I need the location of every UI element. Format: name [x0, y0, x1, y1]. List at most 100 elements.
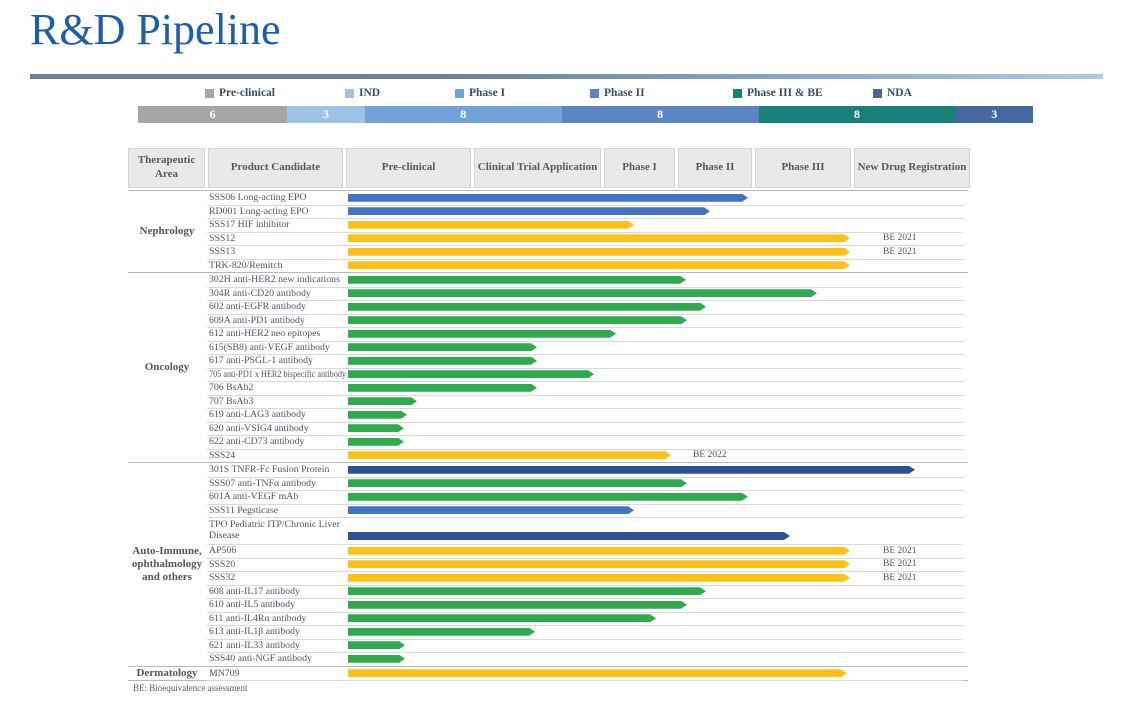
product-candidate-text: 622 anti-CD73 antibody	[209, 436, 304, 447]
product-candidate-text: 615(SB8) anti-VEGF antibody	[209, 342, 330, 353]
table-row: SSS07 anti-TNFα antibody	[128, 477, 968, 491]
pipeline-progress-bar	[348, 370, 594, 378]
legend-label: NDA	[887, 87, 912, 99]
pipeline-progress-bar	[348, 560, 850, 568]
product-candidate-text: SSS32	[209, 572, 235, 583]
product-candidate-label: SSS12	[209, 232, 348, 246]
product-candidate-text: SSS24	[209, 450, 235, 461]
pipeline-progress-bar	[348, 614, 656, 622]
pipeline-progress-bar	[348, 411, 407, 419]
pipeline-progress-bar	[348, 574, 850, 582]
table-row: 621 anti-IL33 antibody	[128, 639, 968, 653]
pipeline-progress-bar	[348, 493, 748, 501]
table-row: TRK-820/Remitch	[128, 259, 968, 273]
product-candidate-label: SSS17 HIF inhibitor	[209, 218, 348, 232]
pipeline-progress-bar	[348, 303, 706, 311]
table-row: SSS06 Long-acting EPO	[128, 191, 968, 205]
be-note: BE 2021	[883, 544, 917, 558]
legend-item-phase-i: Phase I	[455, 86, 505, 100]
table-row: TPO Pediatric ITP/Chronic Liver Disease	[128, 517, 968, 544]
pipeline-progress-bar	[348, 207, 710, 215]
stage-count-bar: 638883	[138, 106, 1033, 123]
product-candidate-text: TRK-820/Remitch	[209, 260, 282, 271]
stage-segment: 8	[759, 106, 956, 123]
legend-swatch-icon	[205, 89, 214, 98]
product-candidate-label: 610 anti-IL5 antibody	[209, 598, 348, 612]
product-candidate-label: 707 BsAb3	[209, 395, 348, 409]
product-candidate-text: 602 anti-EGFR antibody	[209, 301, 306, 312]
product-candidate-label: 302H anti-HER2 new indications	[209, 273, 348, 287]
product-candidate-label: AP506	[209, 544, 348, 558]
pipeline-progress-bar	[348, 641, 405, 649]
product-candidate-text: 621 anti-IL33 antibody	[209, 640, 300, 651]
pipeline-progress-bar	[348, 466, 915, 474]
product-candidate-label: 611 anti-IL4Rα antibody	[209, 612, 348, 626]
pipeline-progress-bar	[348, 601, 687, 609]
table-row: 620 anti-VSIG4 antibody	[128, 422, 968, 436]
pipeline-progress-bar	[348, 384, 537, 392]
pipeline-progress-bar	[348, 316, 687, 324]
product-candidate-text: 613 anti-IL1β antibody	[209, 626, 300, 637]
be-note: BE 2021	[883, 571, 917, 585]
pipeline-progress-bar	[348, 451, 671, 459]
pipeline-progress-bar	[348, 289, 817, 297]
stage-segment: 8	[562, 106, 759, 123]
product-candidate-text: RD001 Long-acting EPO	[209, 206, 309, 217]
pipeline-progress-bar	[348, 343, 537, 351]
be-note: BE 2021	[883, 245, 917, 259]
legend-label: Phase I	[469, 87, 505, 99]
table-row: 617 anti-PSGL-1 antibody	[128, 354, 968, 368]
product-candidate-text: SSS06 Long-acting EPO	[209, 192, 306, 203]
column-header-new-drug-registration: New Drug Registration	[854, 148, 970, 188]
product-candidate-label: 301S TNFR-Fc Fusion Protein	[209, 463, 348, 477]
table-row: 612 anti-HER2 neo epitopes	[128, 327, 968, 341]
column-header-phase-iii: Phase III	[755, 148, 851, 188]
product-candidate-label: 622 anti-CD73 antibody	[209, 435, 348, 449]
product-candidate-label: 612 anti-HER2 neo epitopes	[209, 327, 348, 341]
pipeline-progress-bar	[348, 397, 417, 405]
legend-label: Phase III & BE	[747, 87, 823, 99]
product-candidate-label: 304R anti-CD20 antibody	[209, 287, 348, 301]
product-candidate-label: SSS40 anti-NGF antibody	[209, 652, 348, 666]
table-row: 601A anti-VEGF mAb	[128, 490, 968, 504]
product-candidate-label: MN709	[209, 667, 348, 681]
legend-swatch-icon	[455, 89, 464, 98]
table-row: 304R anti-CD20 antibody	[128, 287, 968, 301]
product-candidate-label: SSS11 Pegsticase	[209, 504, 348, 518]
product-candidate-label: 621 anti-IL33 antibody	[209, 639, 348, 653]
table-row: AP506 BE 2021	[128, 544, 968, 558]
pipeline-progress-bar	[348, 330, 616, 338]
table-row: SSS17 HIF inhibitor	[128, 218, 968, 232]
product-candidate-label: SSS06 Long-acting EPO	[209, 191, 348, 205]
pipeline-progress-bar	[348, 261, 850, 269]
product-candidate-label: 613 anti-IL1β antibody	[209, 625, 348, 639]
product-candidate-label: SSS32	[209, 571, 348, 585]
stage-segment: 3	[955, 106, 1033, 123]
table-row: 619 anti-LAG3 antibody	[128, 408, 968, 422]
table-row: SSS13 BE 2021	[128, 245, 968, 259]
column-header-product-candidate: Product Candidate	[208, 148, 343, 188]
table-row: 602 anti-EGFR antibody	[128, 300, 968, 314]
legend-swatch-icon	[873, 89, 882, 98]
product-candidate-text: SSS12	[209, 233, 235, 244]
be-note: BE 2022	[693, 449, 727, 463]
product-candidate-label: SSS13	[209, 245, 348, 259]
product-candidate-text: 707 BsAb3	[209, 396, 253, 407]
table-row: 705 anti-PD1 x HER2 bispecific antibody	[128, 368, 968, 382]
table-row: SSS40 anti-NGF antibody	[128, 652, 968, 666]
table-row: SSS12 BE 2021	[128, 232, 968, 246]
product-candidate-text: SSS20	[209, 559, 235, 570]
product-candidate-label: 601A anti-VEGF mAb	[209, 490, 348, 504]
product-candidate-text: 302H anti-HER2 new indications	[209, 274, 340, 285]
product-candidate-text: 610 anti-IL5 antibody	[209, 599, 295, 610]
section-oncology: Oncology302H anti-HER2 new indications30…	[128, 272, 968, 462]
pipeline-progress-bar	[348, 276, 686, 284]
pipeline-table-body: NephrologySSS06 Long-acting EPORD001 Lon…	[128, 190, 968, 681]
row-divider	[207, 680, 963, 681]
pipeline-progress-bar	[348, 424, 404, 432]
be-note: BE 2021	[883, 232, 917, 246]
table-row: 706 BsAb2	[128, 381, 968, 395]
product-candidate-text: SSS40 anti-NGF antibody	[209, 653, 312, 664]
product-candidate-text: 705 anti-PD1 x HER2 bispecific antibody	[209, 369, 346, 380]
table-row: 611 anti-IL4Rα antibody	[128, 612, 968, 626]
